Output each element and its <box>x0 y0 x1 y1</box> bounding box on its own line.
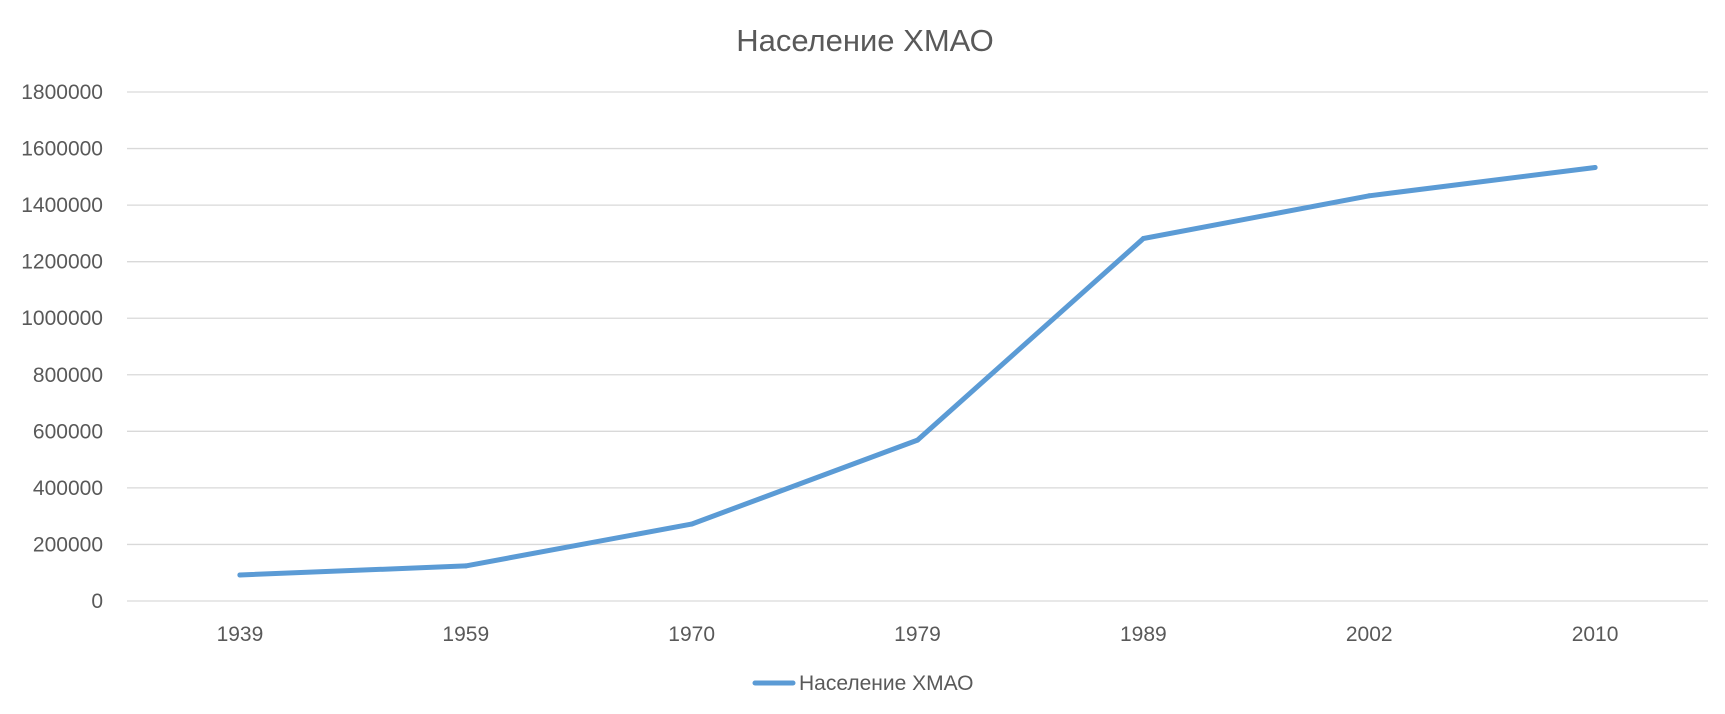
data-point <box>915 437 920 443</box>
x-axis-ticks: 1939 1959 1970 1979 1989 2002 2010 <box>217 623 1619 646</box>
data-point <box>463 563 469 569</box>
legend: Население ХМАО <box>752 672 973 695</box>
series-group <box>237 165 1598 578</box>
y-tick-label: 1800000 <box>21 81 103 104</box>
chart-title: Население ХМАО <box>736 23 994 58</box>
data-point <box>1140 235 1146 241</box>
x-tick-label: 2010 <box>1572 623 1619 646</box>
y-tick-label: 1200000 <box>21 251 103 274</box>
x-tick-label: 1959 <box>442 623 489 646</box>
y-tick-label: 1400000 <box>21 194 103 217</box>
x-tick-label: 1939 <box>217 623 264 646</box>
data-point <box>689 521 695 527</box>
gridlines <box>127 91 1708 602</box>
y-axis-ticks: 0 200000 400000 600000 800000 1000000 1200000 1… <box>21 81 103 613</box>
y-tick-label: 1000000 <box>21 307 103 330</box>
x-tick-label: 1979 <box>894 623 941 646</box>
x-tick-label: 1989 <box>1120 623 1167 646</box>
y-tick-label: 0 <box>91 590 103 613</box>
data-point <box>237 572 243 578</box>
y-tick-label: 200000 <box>33 533 103 556</box>
y-tick-label: 1600000 <box>21 138 103 161</box>
legend-label: Население ХМАО <box>799 672 973 695</box>
y-tick-label: 400000 <box>33 477 103 500</box>
y-tick-label: 800000 <box>33 364 103 387</box>
y-tick-label: 600000 <box>33 420 103 443</box>
data-point <box>1366 193 1372 199</box>
x-tick-label: 1970 <box>668 623 715 646</box>
series-line <box>237 165 1598 578</box>
x-tick-label: 2002 <box>1346 623 1393 646</box>
data-point <box>1592 165 1598 171</box>
